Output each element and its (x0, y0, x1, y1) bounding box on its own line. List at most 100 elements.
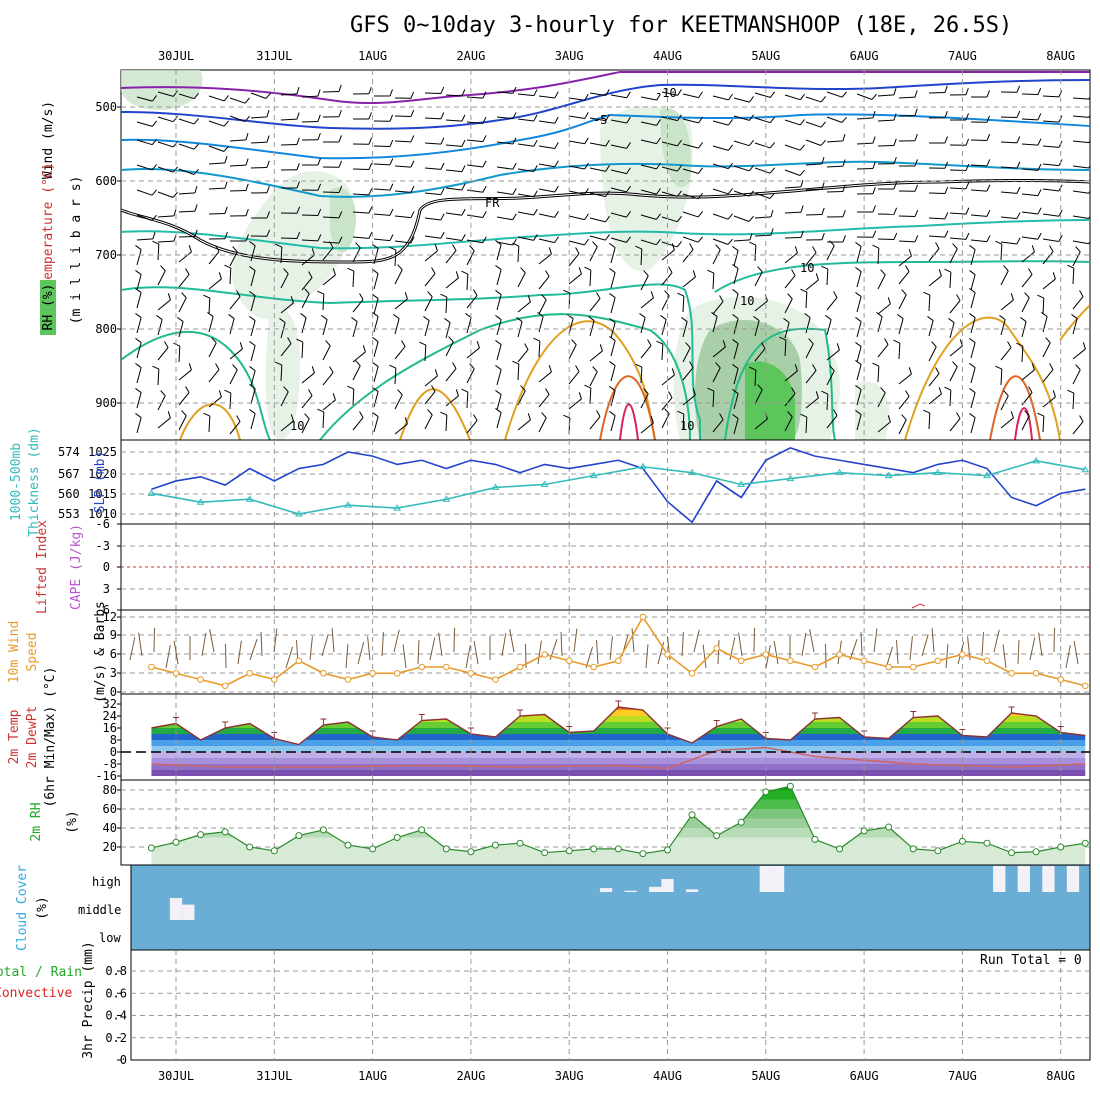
date-label-bottom: 31JUL (256, 1069, 292, 1083)
wind-barb-flag (969, 245, 976, 250)
rh2m-point (491, 841, 499, 849)
wind-barb (157, 215, 174, 218)
wind-barb (826, 319, 832, 336)
wind-barb (208, 120, 225, 127)
wind-barb (610, 322, 616, 339)
wind10-barb (1017, 640, 1020, 665)
y-tick-label: 600 (95, 174, 117, 188)
wind-barb (352, 351, 366, 363)
wind-barb (322, 293, 325, 311)
wind-barb (322, 345, 331, 361)
wind-barb-flag (697, 167, 703, 174)
wind10-barb (1029, 637, 1036, 661)
wind10-point (565, 657, 573, 665)
wind-barb-flag (554, 185, 559, 193)
wind10-label-2: Speed (25, 632, 40, 671)
wind-barb-flag (372, 269, 379, 274)
wind-barb-flag (389, 234, 394, 241)
wind10-barb (931, 628, 935, 653)
wind-barb-flag (495, 390, 502, 395)
rh2m-point (614, 845, 622, 853)
wind-barb (682, 295, 685, 313)
wind-barb-flag (880, 269, 886, 276)
wind-barb-flag (914, 209, 919, 217)
wind10-barb (921, 634, 929, 657)
rh2m-panel: 80 60 40 20 2m RH (%) (29, 779, 1091, 866)
wind-barb (856, 346, 862, 363)
wind-barb-flag (338, 236, 343, 244)
wind-barb (733, 140, 750, 147)
wind-barb (970, 317, 976, 334)
slp-frame (120, 439, 1091, 525)
wind-barb-flag (715, 244, 721, 251)
wind-barb-flag (1024, 410, 1030, 417)
wind-barb (928, 275, 942, 287)
rh2m-point (664, 846, 671, 854)
wind-barb-flag (283, 386, 289, 393)
wind-barb (157, 166, 174, 173)
wind-barb (640, 189, 657, 195)
temp-minmax-marker (418, 714, 425, 721)
wind-barb-flag (855, 292, 862, 297)
wind-barb-flag (194, 229, 198, 237)
wind-barb (157, 91, 174, 97)
wind-barb (466, 368, 475, 384)
upper-air-grid (121, 70, 1090, 440)
wind-barb (352, 417, 364, 431)
wind-barb (589, 246, 598, 262)
wind-barb-flag (461, 234, 466, 241)
contour-minus5 (121, 113, 1090, 160)
wind-barb (1000, 241, 1017, 245)
wind-barb-flag (815, 273, 819, 281)
pressure-axis: 500 600 700 800 900 (95, 100, 121, 410)
wind-barb-flag (317, 290, 325, 295)
wind-barb-flag (469, 363, 475, 370)
wind-barb-flag (512, 242, 520, 247)
wind-barb-flag (584, 238, 589, 246)
thickness-point (393, 504, 402, 511)
wind-barb (445, 322, 451, 339)
wind10-barb (1038, 632, 1043, 657)
wind-barb (856, 246, 862, 263)
wind-barb-flag (512, 360, 520, 365)
wind-barb (424, 92, 442, 95)
wind-barb-flag (228, 314, 235, 319)
wind-barb (712, 145, 729, 151)
date-label-bottom: 2AUG (456, 1069, 485, 1083)
y-tick-label: 900 (95, 396, 117, 410)
wind-barb-flag (1024, 292, 1030, 299)
wind-barb (373, 248, 379, 265)
wind-barb (1072, 267, 1075, 285)
wind-barb-flag (351, 317, 358, 322)
wind-barb (157, 417, 171, 429)
cloud-high-bar (661, 879, 674, 892)
wind-barb-flag (605, 114, 610, 122)
wind-barb-flag (1088, 164, 1090, 169)
wind-barb (373, 238, 390, 242)
precip-frame (130, 949, 1091, 1061)
wind-barb-flag (1075, 246, 1081, 253)
y-tick-label: 9 (110, 628, 117, 642)
wind10-barb (738, 632, 743, 657)
wind-barb (496, 166, 513, 170)
wind-barb (826, 297, 838, 311)
wind-barb (466, 121, 483, 124)
wind-barb (394, 269, 403, 285)
wind-barb-flag (368, 112, 372, 120)
wind-barb (733, 215, 750, 222)
wind-barb (1021, 369, 1035, 381)
wind-barb (136, 214, 153, 221)
y-tick-label: -6 (96, 517, 110, 531)
wind-barb-flag (554, 91, 559, 99)
wind10-point (320, 669, 327, 677)
wind-barb (373, 416, 379, 433)
wind-barb (589, 235, 606, 241)
wind-barb (661, 241, 678, 248)
wind-barb-flag (236, 415, 241, 422)
wind-barb (250, 388, 256, 405)
wind-barb-flag (224, 231, 228, 239)
wind-barb (877, 119, 895, 122)
wind-barb (322, 411, 325, 429)
wind-barb (826, 415, 838, 429)
wind-barb-flag (431, 267, 436, 274)
